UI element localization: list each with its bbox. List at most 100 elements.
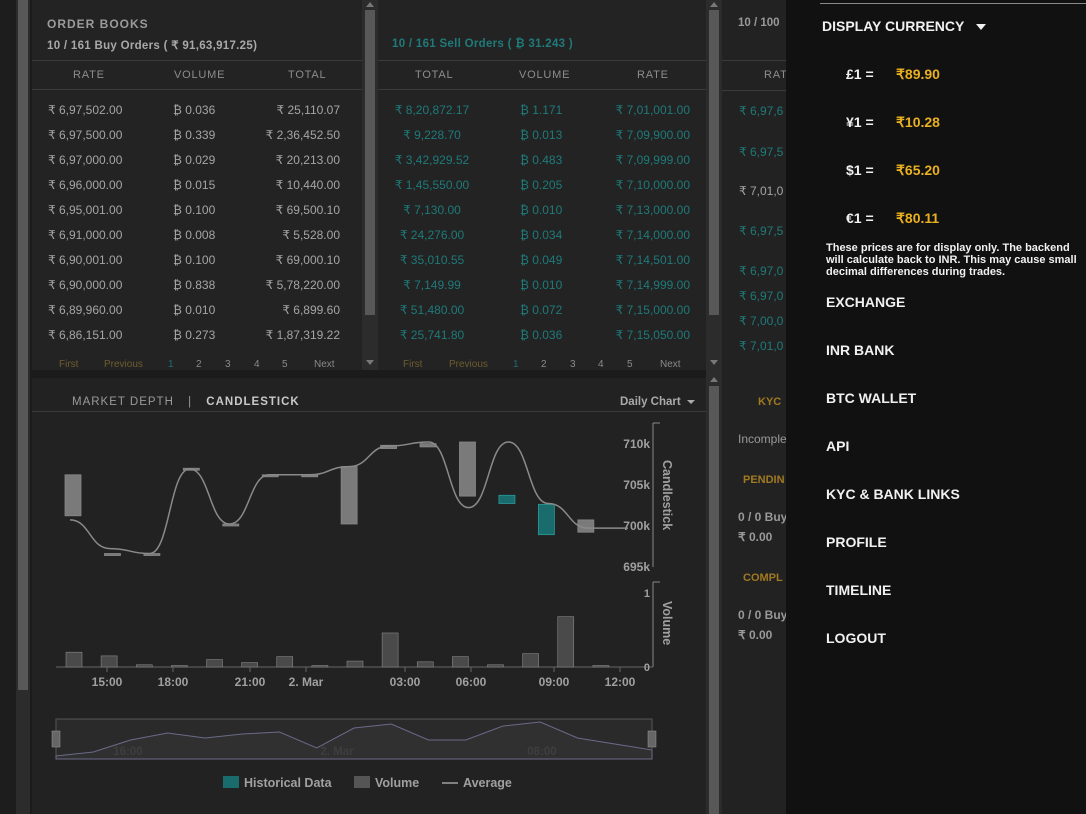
volume-bar [346, 660, 364, 668]
volume-bar [276, 656, 294, 668]
table-row[interactable]: ₹ 24,276.00 ₿ 0.034 ₹ 7,14,000.00 [378, 223, 706, 248]
buy-header-rate[interactable]: RATE [73, 69, 105, 81]
table-row[interactable]: ₹ 6,86,151.00 ₿ 0.273 ₹ 1,87,319.22 [32, 323, 362, 348]
currency-symbol: £1 = [846, 66, 874, 82]
left-scrollbar[interactable] [16, 0, 30, 814]
menu-exchange[interactable]: EXCHANGE [826, 294, 906, 310]
table-cell: ₿ 0.049 [520, 253, 563, 267]
pager-previous[interactable]: Previous [449, 359, 488, 370]
sell-header-volume[interactable]: VOLUME [519, 69, 571, 81]
table-row[interactable]: ₹ 8,20,872.17 ₿ 1.171 ₹ 7,01,001.00 [378, 98, 706, 123]
table-cell: ₿ 0.034 [520, 228, 563, 242]
table-cell: ₿ 0.339 [173, 128, 216, 142]
menu-inr-bank[interactable]: INR BANK [826, 342, 895, 358]
currency-symbol: €1 = [846, 210, 874, 226]
table-row[interactable]: ₹ 35,010.55 ₿ 0.049 ₹ 7,14,501.00 [378, 248, 706, 273]
daily-chart-label: Daily Chart [620, 396, 681, 408]
table-row[interactable]: ₹ 6,90,000.00 ₿ 0.838 ₹ 5,78,220.00 [32, 273, 362, 298]
pager-page-5[interactable]: 5 [282, 359, 288, 370]
scroll-up-icon[interactable] [710, 2, 718, 7]
pager-first[interactable]: First [403, 359, 423, 370]
pager-page-5[interactable]: 5 [627, 359, 633, 370]
pager-page-3[interactable]: 3 [225, 359, 231, 370]
pager-page-4[interactable]: 4 [254, 359, 260, 370]
table-row[interactable]: ₹ 6,95,001.00 ₿ 0.100 ₹ 69,500.10 [32, 198, 362, 223]
table-cell: ₿ 0.072 [520, 303, 563, 317]
price-tick-label: 695k [623, 560, 650, 574]
tab-market-depth[interactable]: MARKET DEPTH [72, 396, 174, 408]
table-cell: ₹ 1,45,550.00 [394, 178, 470, 192]
table-cell: ₹ 6,90,000.00 [48, 278, 123, 292]
volume-bar [381, 632, 399, 668]
table-row[interactable]: ₹ 1,45,550.00 ₿ 0.205 ₹ 7,10,000.00 [378, 173, 706, 198]
volume-bar [206, 659, 223, 668]
sell-header-rate[interactable]: RATE [637, 69, 669, 81]
left-scroll-thumb[interactable] [18, 0, 28, 690]
middle-scrollbar[interactable] [362, 0, 378, 370]
table-row[interactable]: ₹ 6,97,502.00 ₿ 0.036 ₹ 25,110.07 [32, 98, 362, 123]
candlestick-chart[interactable]: 695k 700k 705k 710k Candlestick 0 1 Volume 15:00… [32, 378, 706, 814]
sell-header-total[interactable]: TOTAL [415, 69, 454, 81]
pager-first[interactable]: First [59, 359, 79, 370]
table-row[interactable]: ₹ 7,149.99 ₿ 0.010 ₹ 7,14,999.00 [378, 273, 706, 298]
menu-btc-wallet[interactable]: BTC WALLET [826, 390, 917, 406]
scroll-down-icon[interactable] [710, 360, 718, 365]
table-cell: ₹ 6,96,000.00 [48, 178, 123, 192]
table-row[interactable]: ₹ 6,97,500.00 ₿ 0.339 ₹ 2,36,452.50 [32, 123, 362, 148]
middle-scroll-thumb[interactable] [365, 10, 375, 315]
pager-previous[interactable]: Previous [104, 359, 143, 370]
table-row[interactable]: ₹ 9,228.70 ₿ 0.013 ₹ 7,09,900.00 [378, 123, 706, 148]
pager-page-1[interactable]: 1 [168, 359, 174, 370]
menu-kyc-bank-links[interactable]: KYC & BANK LINKS [826, 486, 960, 502]
pager-page-1[interactable]: 1 [513, 359, 519, 370]
tab-candlestick[interactable]: CANDLESTICK [206, 396, 300, 408]
currency-notice: These prices are for display only. The b… [826, 242, 1077, 278]
table-cell: ₹ 7,01,001.00 [615, 103, 690, 117]
table-row[interactable]: ₹ 25,741.80 ₿ 0.036 ₹ 7,15,050.00 [378, 323, 706, 348]
right-scrollbar[interactable] [706, 0, 722, 814]
average-line [69, 441, 628, 555]
right-scroll-thumb[interactable] [709, 10, 719, 315]
pager-page-4[interactable]: 4 [598, 359, 604, 370]
pager-next[interactable]: Next [314, 359, 335, 370]
menu-api[interactable]: API [826, 438, 850, 454]
table-row[interactable]: ₹ 3,42,929.52 ₿ 0.483 ₹ 7,09,999.00 [378, 148, 706, 173]
table-row[interactable]: ₹ 6,96,000.00 ₿ 0.015 ₹ 10,440.00 [32, 173, 362, 198]
daily-chart-dropdown[interactable]: Daily Chart [620, 396, 695, 408]
pager-next[interactable]: Next [660, 359, 681, 370]
display-currency-dropdown[interactable]: DISPLAY CURRENCY [822, 18, 987, 34]
table-row[interactable]: ₹ 7,130.00 ₿ 0.010 ₹ 7,13,000.00 [378, 198, 706, 223]
table-row[interactable]: ₹ 6,91,000.00 ₿ 0.008 ₹ 5,528.00 [32, 223, 362, 248]
right-rate-cell: ₹ 7,01,0 [739, 339, 784, 353]
table-cell: ₿ 0.013 [520, 128, 563, 142]
table-cell: ₿ 0.010 [173, 303, 216, 317]
menu-timeline[interactable]: TIMELINE [826, 582, 892, 598]
table-row[interactable]: ₹ 6,97,000.00 ₿ 0.029 ₹ 20,213.00 [32, 148, 362, 173]
table-row[interactable]: ₹ 51,480.00 ₿ 0.072 ₹ 7,15,000.00 [378, 298, 706, 323]
legend-average-label: Average [463, 776, 512, 790]
pager-page-2[interactable]: 2 [196, 359, 202, 370]
scroll-up-icon[interactable] [710, 377, 718, 382]
right-rate-cell: ₹ 6,97,5 [739, 145, 784, 159]
buy-header-total[interactable]: TOTAL [288, 69, 327, 81]
table-row[interactable]: ₹ 6,90,001.00 ₿ 0.100 ₹ 69,000.10 [32, 248, 362, 273]
navigator-label: 08:00 [527, 746, 556, 758]
navigator-label: 16:00 [113, 746, 142, 758]
scroll-up-icon[interactable] [366, 2, 374, 7]
menu-profile[interactable]: PROFILE [826, 534, 887, 550]
table-row[interactable]: ₹ 6,89,960.00 ₿ 0.010 ₹ 6,899.60 [32, 298, 362, 323]
buy-table-header: RATE VOLUME TOTAL [32, 60, 362, 90]
sell-orders-summary: 10 / 161 Sell Orders ( ₿ 31.243 ) [392, 38, 574, 50]
completed-orders: 0 / 0 Buy [738, 608, 786, 622]
price-tick-label: 700k [623, 519, 650, 533]
table-cell: ₹ 20,213.00 [275, 153, 340, 167]
currency-value: ₹89.90 [896, 66, 940, 82]
scroll-down-icon[interactable] [366, 360, 374, 365]
candle [104, 553, 121, 556]
menu-logout[interactable]: LOGOUT [826, 630, 886, 646]
table-cell: ₹ 10,440.00 [275, 178, 340, 192]
pager-page-3[interactable]: 3 [570, 359, 576, 370]
buy-header-volume[interactable]: VOLUME [174, 69, 226, 81]
right-lower-scroll-thumb[interactable] [709, 386, 719, 814]
pager-page-2[interactable]: 2 [541, 359, 547, 370]
